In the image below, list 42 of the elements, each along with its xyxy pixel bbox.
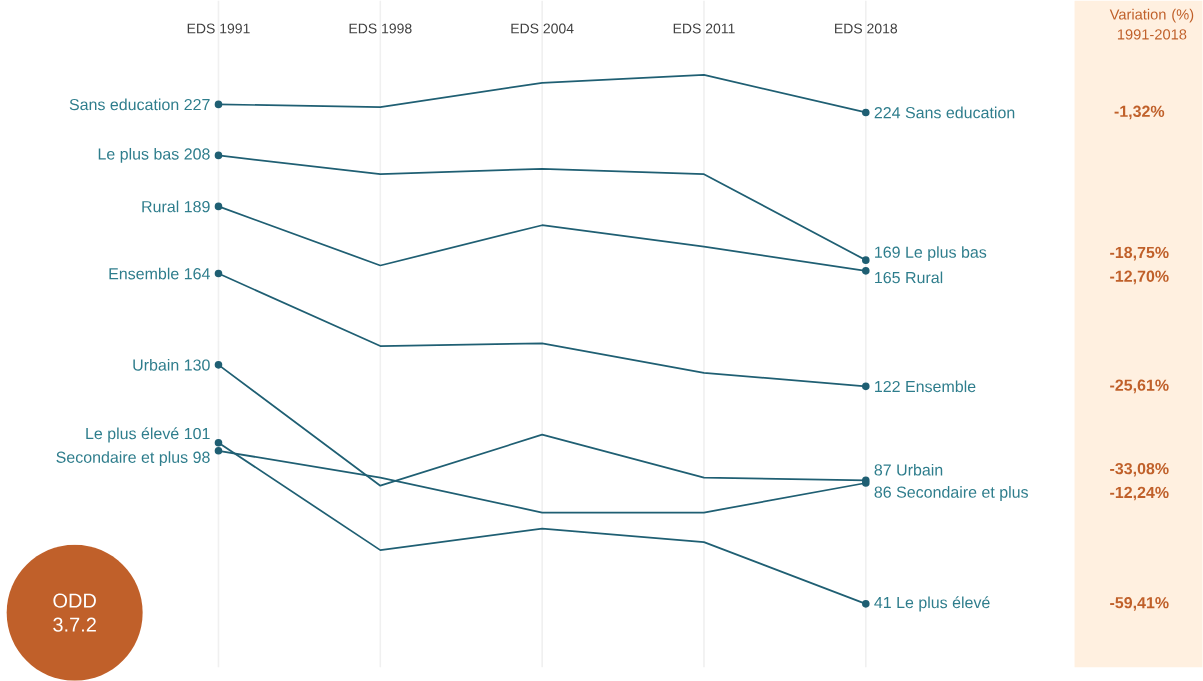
data-label: 122: [875, 381, 900, 393]
data-label: 165: [875, 272, 900, 284]
data-label: 87: [874, 464, 891, 476]
series-label: Urbain: [897, 464, 943, 476]
data-label: 224: [874, 107, 901, 119]
data-label: 208: [184, 148, 210, 160]
data-label: 101: [184, 428, 210, 440]
data-label: 130: [184, 359, 210, 371]
x-tick-label: EDS 2011: [673, 23, 735, 34]
text: Urbain: [133, 359, 179, 371]
data-label: 41: [874, 597, 891, 609]
text: Sans education: [69, 98, 179, 111]
x-tick-label: EDS 1991: [187, 23, 250, 34]
text: Sans education: [905, 106, 1015, 119]
text: -25,61%: [1110, 379, 1169, 394]
data-label: 169: [875, 246, 900, 259]
text: Rural: [142, 200, 179, 213]
data-label: 86: [874, 486, 891, 499]
text: Variation (%) 1991-2018: [1109, 9, 1194, 40]
text: Le plus bas: [906, 246, 987, 262]
text: Ensemble: [109, 267, 179, 280]
x-tick-label: EDS 2018: [835, 23, 898, 34]
text: Le plus bas: [98, 148, 179, 164]
text: Secondaire et plus: [896, 486, 1028, 502]
data-label: 98: [193, 451, 210, 464]
text: Rural: [906, 271, 943, 284]
text: -12,24%: [1110, 486, 1169, 501]
text: -59,41%: [1110, 597, 1169, 611]
text: -18,75%: [1110, 246, 1169, 261]
data-label: 189: [184, 201, 210, 213]
text: ODD 3.7.2: [53, 593, 96, 632]
series-label: Secondaire et plus: [56, 451, 188, 467]
x-tick-label: EDS 1998: [349, 23, 412, 34]
text: -1,32%: [1114, 105, 1165, 120]
data-label: 227: [184, 99, 210, 111]
data-label: 164: [184, 268, 210, 280]
text: Le plus élevé: [86, 427, 179, 443]
text: -33,08%: [1110, 463, 1169, 477]
text: -12,70%: [1110, 270, 1169, 285]
series-label: Le plus élevé: [897, 596, 990, 612]
x-tick-label: EDS 2004: [511, 23, 574, 34]
text: Ensemble: [906, 380, 976, 393]
